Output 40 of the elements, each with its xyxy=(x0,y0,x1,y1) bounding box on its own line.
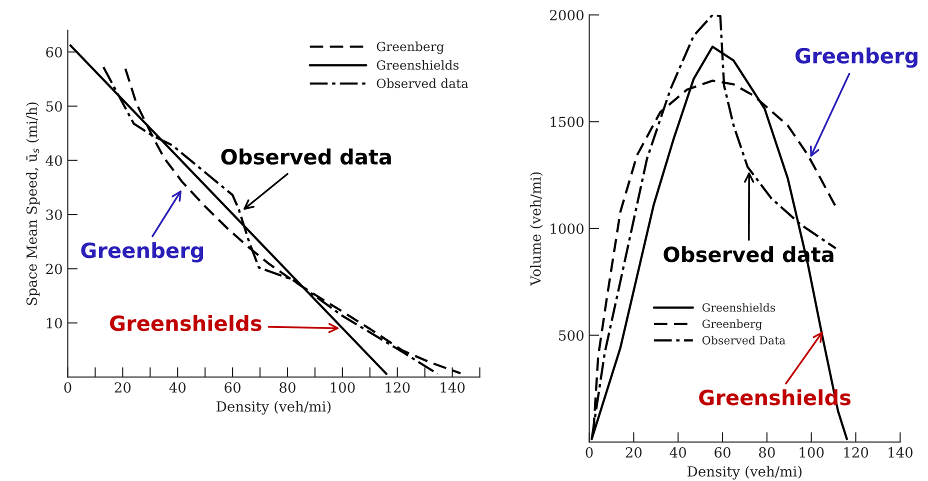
x-tick-label: 60 xyxy=(224,382,240,393)
y-tick-label: 1500 xyxy=(550,116,584,128)
x-axis-title: Density (veh/mi) xyxy=(216,400,331,415)
annotation: Observed data xyxy=(221,148,391,165)
y-tick-label: 20 xyxy=(46,264,62,274)
x-tick-label: 80 xyxy=(759,447,775,458)
x-tick-label: 60 xyxy=(714,447,730,458)
x-tick-label: 120 xyxy=(386,382,410,393)
y-tick-label: 50 xyxy=(46,101,62,112)
x-tick-label: 20 xyxy=(626,447,642,458)
y-tick-label: 10 xyxy=(46,318,62,328)
legend-label: Observed Data xyxy=(702,336,786,344)
y-tick-label: 1000 xyxy=(550,223,584,234)
x-tick-label: 80 xyxy=(280,382,296,393)
x-tick-label: 40 xyxy=(169,382,186,393)
x-tick-label: 0 xyxy=(64,382,72,393)
legend-label: Greenshields xyxy=(702,303,776,312)
x-axis-title: Density (veh/mi) xyxy=(688,466,802,480)
x-tick-label: 20 xyxy=(114,382,131,393)
x-tick-label: 140 xyxy=(888,447,912,458)
y-tick-label: 500 xyxy=(559,330,584,341)
y-tick-label: 2000 xyxy=(550,10,584,20)
x-tick-label: 40 xyxy=(670,447,686,458)
x-tick-label: 0 xyxy=(586,447,593,458)
y-tick-label: 30 xyxy=(46,210,62,220)
y-axis-title: Space Mean Speed, ū$_{s}$ (mi/h) xyxy=(26,102,40,305)
x-tick-label: 100 xyxy=(800,447,824,458)
legend-label: Greenberg xyxy=(702,319,762,330)
y-tick-label: 60 xyxy=(46,46,62,58)
y-axis-title: Volume (veh/mi) xyxy=(530,172,543,286)
legend-label: Observed data xyxy=(376,78,468,88)
legend-label: Greenberg xyxy=(376,42,444,54)
legend-label: Greenshields xyxy=(376,60,459,70)
x-tick-label: 120 xyxy=(844,447,868,458)
annotation: Greenberg xyxy=(81,242,204,262)
y-tick-label: 40 xyxy=(46,155,62,166)
x-tick-label: 100 xyxy=(330,382,355,393)
x-tick-label: 140 xyxy=(440,382,465,393)
annotation: Greenberg xyxy=(796,47,918,68)
annotation: Greenshields xyxy=(110,315,262,332)
